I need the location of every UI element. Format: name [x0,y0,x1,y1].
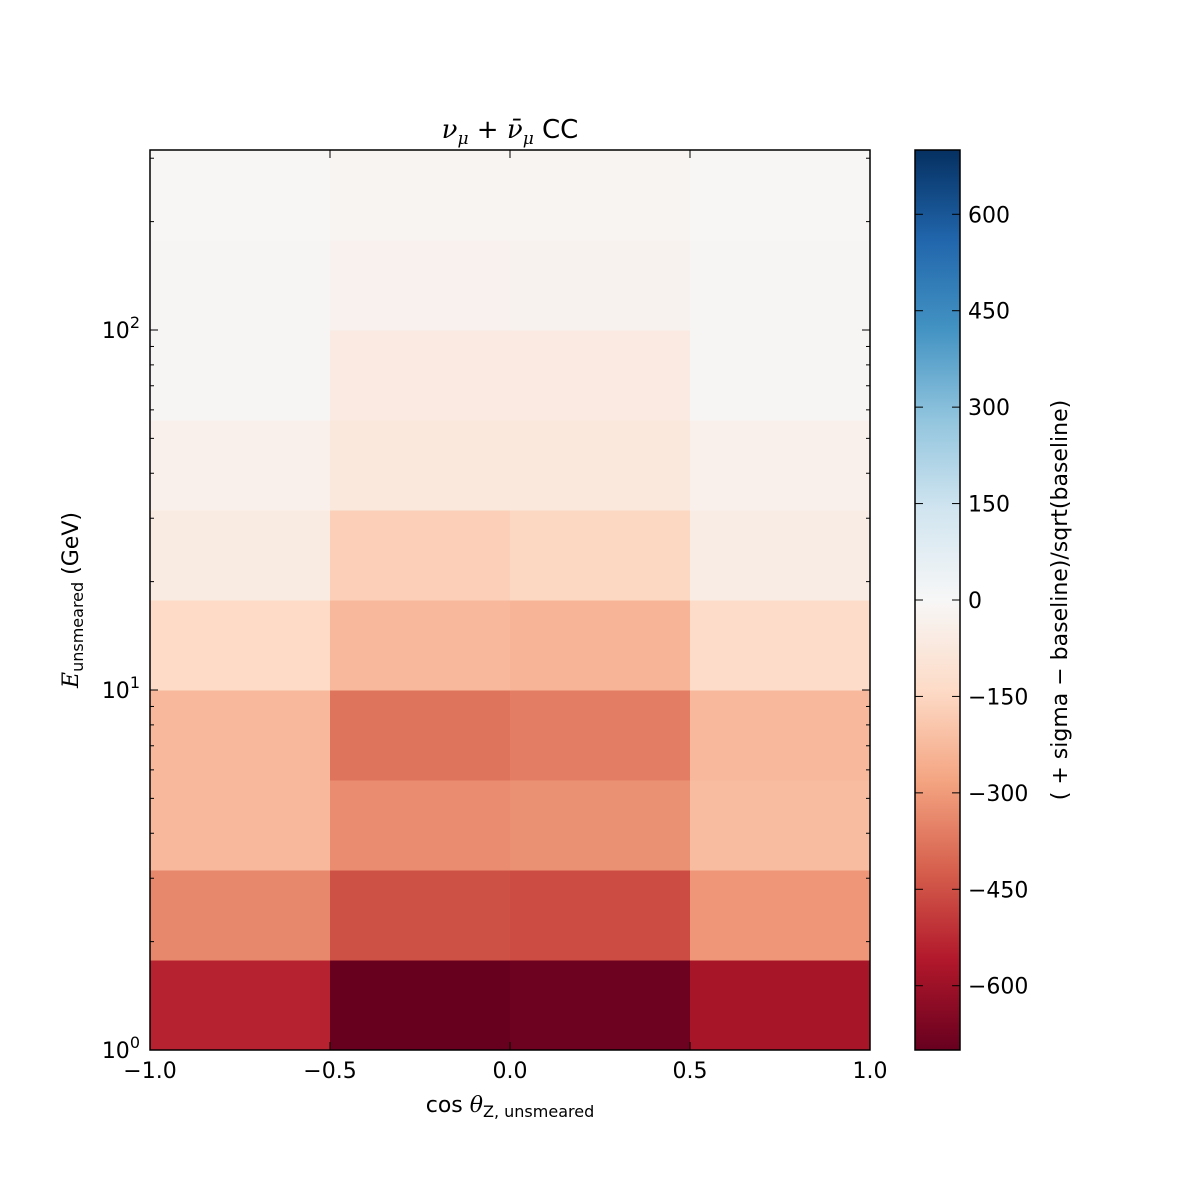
title-nubar: ν̄ [507,115,523,145]
heatmap-cell [330,960,511,1051]
heatmap-cell [150,780,331,871]
heatmap-cell [330,780,511,871]
heatmap-cell [510,870,691,961]
heatmap-cell [330,150,511,241]
x-label-sub: Z, unsmeared [483,1102,594,1121]
heatmap-cell [150,870,331,961]
title-mu-bar: μ [523,129,534,149]
heatmap-cell [150,510,331,601]
colorbar-tick-label: −150 [968,685,1028,710]
y-axis-label: Eunsmeared (GeV) [59,512,87,689]
title-suffix: CC [534,115,579,145]
heatmap-cell [510,780,691,871]
title-mu: μ [457,129,468,149]
title-plus: + [469,115,507,145]
heatmap-cell [510,689,691,781]
x-label-prefix: cos [426,1093,470,1118]
heatmap-cell [510,510,691,601]
y-tick-label: 101 [102,673,140,704]
chart-title: νμ + ν̄μ CC [442,115,579,149]
heatmap-cell [330,600,511,691]
heatmap-cell [690,780,871,871]
colorbar-tick-label: 450 [968,300,1010,325]
heatmap-cell [330,689,511,781]
heatmap-cell [510,960,691,1051]
axis-ticks [149,150,871,1051]
heatmap-cell [690,420,871,511]
heatmap-cell [330,329,511,421]
x-axis-label: cos θZ, unsmeared [426,1093,594,1121]
x-tick-label: −0.5 [303,1059,356,1084]
y-label-suffix: (GeV) [59,512,84,582]
x-tick-labels: −1.0 −0.5 0.0 0.5 1.0 [123,1059,887,1084]
heatmap-cell [150,240,331,331]
y-label-main: E [59,672,84,689]
heatmap-cell [510,600,691,691]
colorbar-tick-label: 300 [968,396,1010,421]
x-tick-label: −1.0 [123,1059,176,1084]
heatmap-cell [150,329,331,421]
heatmap-cell [510,329,691,421]
heatmap-cell [510,420,691,511]
heatmap-cell [510,240,691,331]
heatmap-cells [150,150,871,1051]
heatmap-cell [330,240,511,331]
heatmap-cell [330,870,511,961]
heatmap-cell [330,420,511,511]
heatmap-cell [150,960,331,1051]
heatmap-cell [150,420,331,511]
x-tick-label: 0.5 [673,1059,708,1084]
title-nu: ν [442,115,458,145]
colorbar-tick-label: −600 [968,975,1028,1000]
colorbar-tick-label: −450 [968,878,1028,903]
colorbar-tick-label: 150 [968,493,1010,518]
colorbar-tick-label: −300 [968,782,1028,807]
colorbar-label: ( + sigma − baseline)/sqrt(baseline) [1048,400,1073,800]
heatmap-cell [330,510,511,601]
y-tick-labels: 100 101 102 [102,313,140,1064]
heatmap-cell [690,689,871,781]
heatmap-cell [690,150,871,241]
heatmap-cell [150,150,331,241]
y-label-sub: unsmeared [68,582,87,672]
x-tick-label: 1.0 [853,1059,888,1084]
heatmap-cell [510,150,691,241]
heatmap-cell [690,600,871,691]
y-tick-label: 102 [102,313,140,344]
heatmap-cell [690,960,871,1051]
colorbar-ticks: 600 450 300 150 0 −150 −300 −450 −600 [915,203,1028,1000]
heatmap-cell [690,329,871,421]
y-tick-label: 100 [102,1033,140,1064]
colorbar-tick-label: 600 [968,203,1010,228]
x-label-theta: θ [470,1093,483,1118]
colorbar-tick-label: 0 [968,589,982,614]
heatmap-cell [690,240,871,331]
heatmap-cell [150,689,331,781]
heatmap-cell [690,870,871,961]
x-tick-label: 0.0 [493,1059,528,1084]
heatmap-cell [150,600,331,691]
heatmap-cell [690,510,871,601]
